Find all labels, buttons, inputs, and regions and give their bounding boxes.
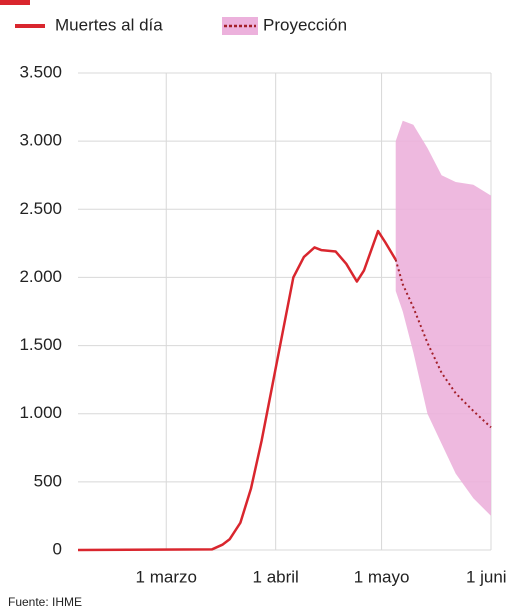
x-tick-label: 1 abril <box>253 567 299 586</box>
top-bar <box>0 0 30 5</box>
y-tick-label: 3.500 <box>19 62 62 81</box>
x-tick-label: 1 mayo <box>354 567 410 586</box>
y-tick-label: 1.500 <box>19 335 62 354</box>
source: Fuente: IHME <box>8 595 82 609</box>
y-tick-label: 2.000 <box>19 267 62 286</box>
y-tick-label: 500 <box>34 471 62 490</box>
y-tick-label: 1.000 <box>19 403 62 422</box>
x-tick-label: 1 junio <box>466 567 507 586</box>
y-tick-label: 2.500 <box>19 199 62 218</box>
projection-line <box>394 259 492 429</box>
legend-label: Proyección <box>263 15 347 34</box>
x-tick-label: 1 marzo <box>136 567 197 586</box>
legend-label: Muertes al día <box>55 15 163 34</box>
data-line <box>77 229 397 552</box>
y-tick-label: 0 <box>53 539 62 558</box>
projection-band <box>395 120 491 516</box>
y-tick-label: 3.000 <box>19 131 62 150</box>
